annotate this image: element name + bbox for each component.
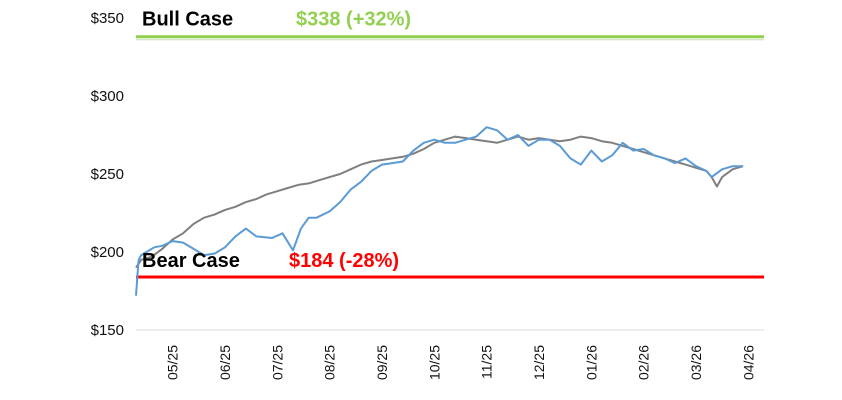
- x-tick-label: 09/25: [374, 345, 390, 380]
- bear-case-label: Bear Case: [142, 250, 240, 272]
- bull-case-value: $338 (+32%): [296, 9, 411, 31]
- bear-case-value: $184 (-28%): [289, 250, 399, 272]
- y-tick-label: $150: [91, 322, 124, 339]
- y-axis: $150 $200 $250 $300 $350: [91, 10, 124, 339]
- x-tick-label: 04/26: [740, 345, 756, 380]
- x-tick-label: 10/25: [426, 345, 442, 380]
- x-tick-label: 02/26: [636, 345, 652, 380]
- x-tick-label: 05/25: [165, 345, 181, 380]
- x-tick-label: 11/25: [479, 345, 495, 379]
- y-tick-label: $300: [91, 88, 124, 105]
- case-annotations: Bull Case $338 (+32%) Bear Case $184 (-28%): [142, 9, 411, 272]
- x-tick-label: 06/25: [217, 345, 233, 380]
- reference-lines: [136, 35, 764, 279]
- x-axis: 05/25 06/25 07/25 08/25 09/25 10/25 11/25 12/25…: [165, 345, 757, 380]
- x-tick-label: 08/25: [322, 345, 338, 380]
- y-tick-label: $250: [91, 166, 124, 183]
- x-tick-label: 12/25: [531, 345, 547, 380]
- blue-series-line: [135, 126, 744, 296]
- x-tick-label: 07/25: [269, 345, 285, 380]
- x-tick-label: 01/26: [583, 345, 599, 380]
- gray-series-line: [135, 135, 744, 269]
- series-lines: [135, 126, 744, 296]
- x-tick-label: 03/26: [688, 345, 704, 380]
- y-tick-label: $200: [91, 244, 124, 261]
- y-tick-label: $350: [91, 10, 124, 27]
- bull-case-label: Bull Case: [142, 9, 233, 31]
